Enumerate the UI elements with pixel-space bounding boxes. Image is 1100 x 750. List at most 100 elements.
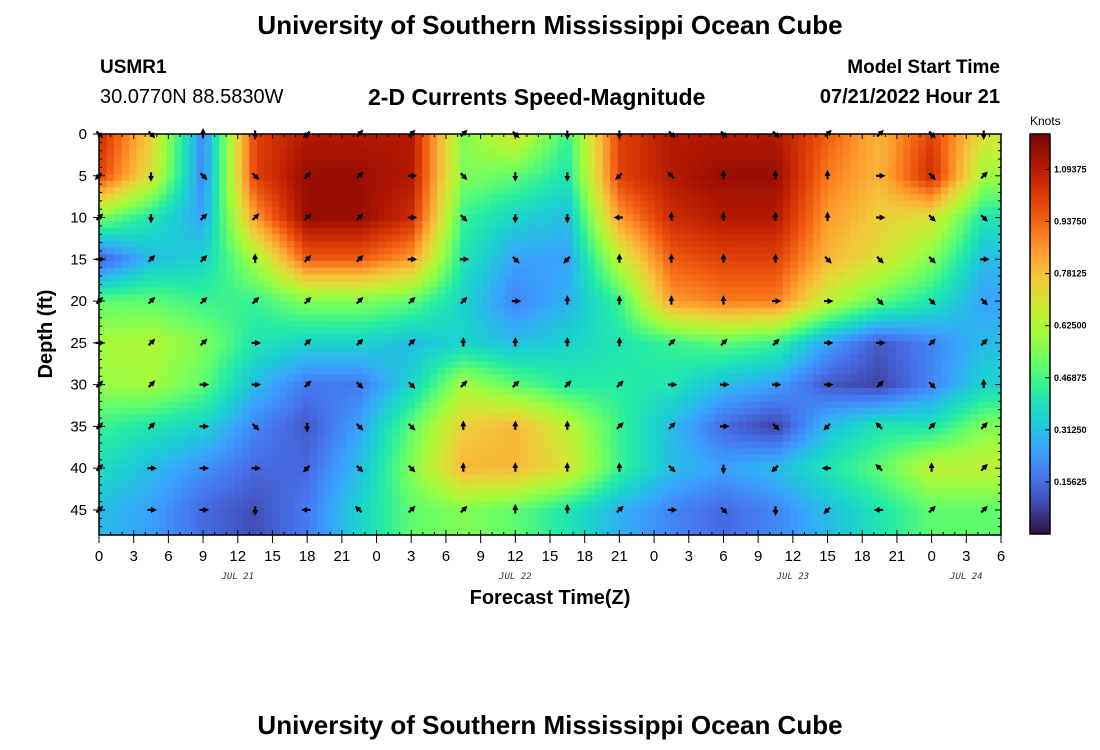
heat-cell — [399, 341, 408, 349]
heat-cell — [978, 254, 987, 262]
heat-cell — [241, 174, 250, 182]
heat-cell — [850, 174, 859, 182]
heat-cell — [534, 140, 544, 148]
heat-cell — [715, 147, 724, 155]
heat-cell — [775, 314, 784, 322]
heat-cell — [602, 314, 611, 322]
heat-cell — [136, 154, 145, 162]
heat-cell — [948, 167, 957, 175]
heat-cell — [339, 334, 348, 342]
heat-cell — [670, 160, 679, 169]
heat-cell — [993, 374, 1002, 382]
heat-cell — [752, 187, 762, 195]
heat-cell — [362, 401, 371, 409]
heat-cell — [760, 140, 769, 148]
heat-cell — [722, 140, 731, 148]
heat-cell — [858, 254, 867, 262]
heat-cell — [279, 240, 288, 249]
heat-cell — [715, 180, 724, 189]
heat-cell — [159, 401, 168, 409]
heat-cell — [978, 154, 987, 162]
heat-cell — [497, 160, 506, 169]
heat-cell — [910, 220, 919, 229]
heat-cell — [752, 341, 762, 349]
heat-cell — [234, 260, 243, 269]
heat-cell — [655, 387, 664, 396]
heat-cell — [339, 147, 348, 155]
heat-cell — [940, 154, 949, 162]
heat-cell — [512, 294, 521, 302]
heat-cell — [580, 281, 589, 289]
heat-cell — [880, 294, 889, 302]
heat-cell — [264, 354, 273, 362]
heat-cell — [527, 374, 536, 382]
heat-cell — [767, 341, 777, 349]
heat-cell — [99, 260, 108, 269]
heat-cell — [805, 334, 814, 342]
heat-cell — [572, 194, 581, 202]
heat-cell — [737, 220, 747, 229]
heat-cell — [151, 321, 160, 329]
heat-cell — [610, 321, 619, 329]
heat-cell — [181, 194, 190, 202]
heat-cell — [114, 214, 123, 222]
heat-cell — [760, 260, 769, 269]
heat-cell — [482, 294, 491, 302]
heat-cell — [813, 220, 822, 229]
heat-cell — [189, 307, 198, 316]
heat-cell — [294, 314, 303, 322]
heat-cell — [429, 287, 438, 295]
heat-cell — [850, 220, 859, 229]
heat-cell — [392, 254, 401, 262]
heat-cell — [858, 341, 867, 349]
heat-cell — [534, 321, 544, 329]
heat-cell — [940, 220, 949, 229]
heat-cell — [354, 307, 363, 316]
heat-cell — [324, 321, 333, 329]
heat-cell — [828, 247, 837, 255]
heat-cell — [99, 187, 108, 195]
heat-cell — [181, 401, 190, 409]
heat-cell — [918, 287, 927, 295]
heat-cell — [828, 321, 837, 329]
heat-cell — [294, 367, 303, 376]
heat-cell — [256, 274, 265, 282]
heat-cell — [504, 354, 514, 362]
heat-cell — [437, 254, 446, 262]
heat-cell — [610, 347, 619, 356]
heat-cell — [903, 227, 912, 235]
heat-cell — [565, 327, 574, 336]
heat-cell — [354, 281, 363, 289]
heat-cell — [813, 140, 822, 148]
heat-cell — [647, 240, 656, 249]
heat-cell — [955, 194, 965, 202]
heat-cell — [963, 274, 972, 282]
heat-cell — [985, 200, 995, 209]
heat-cell — [865, 214, 874, 222]
heat-cell — [534, 287, 544, 295]
heat-cell — [602, 374, 611, 382]
heat-cell — [121, 381, 130, 389]
heat-cell — [211, 401, 220, 409]
heat-cell — [820, 307, 829, 316]
heat-cell — [595, 334, 604, 342]
heat-cell — [114, 354, 123, 362]
heat-cell — [474, 387, 483, 396]
heat-cell — [489, 287, 498, 295]
heat-cell — [99, 194, 108, 202]
heat-cell — [933, 220, 942, 229]
heat-cell — [399, 367, 408, 376]
heat-cell — [444, 154, 453, 162]
heat-cell — [707, 274, 716, 282]
heat-cell — [610, 167, 619, 175]
heat-cell — [377, 254, 386, 262]
heat-cell — [715, 194, 724, 202]
heat-cell — [820, 247, 829, 255]
heat-cell — [858, 260, 867, 269]
heat-cell — [459, 134, 468, 142]
heat-cell — [557, 408, 566, 416]
heat-cell — [775, 294, 784, 302]
heat-cell — [241, 207, 250, 215]
heat-cell — [715, 274, 724, 282]
heat-cell — [873, 334, 882, 342]
